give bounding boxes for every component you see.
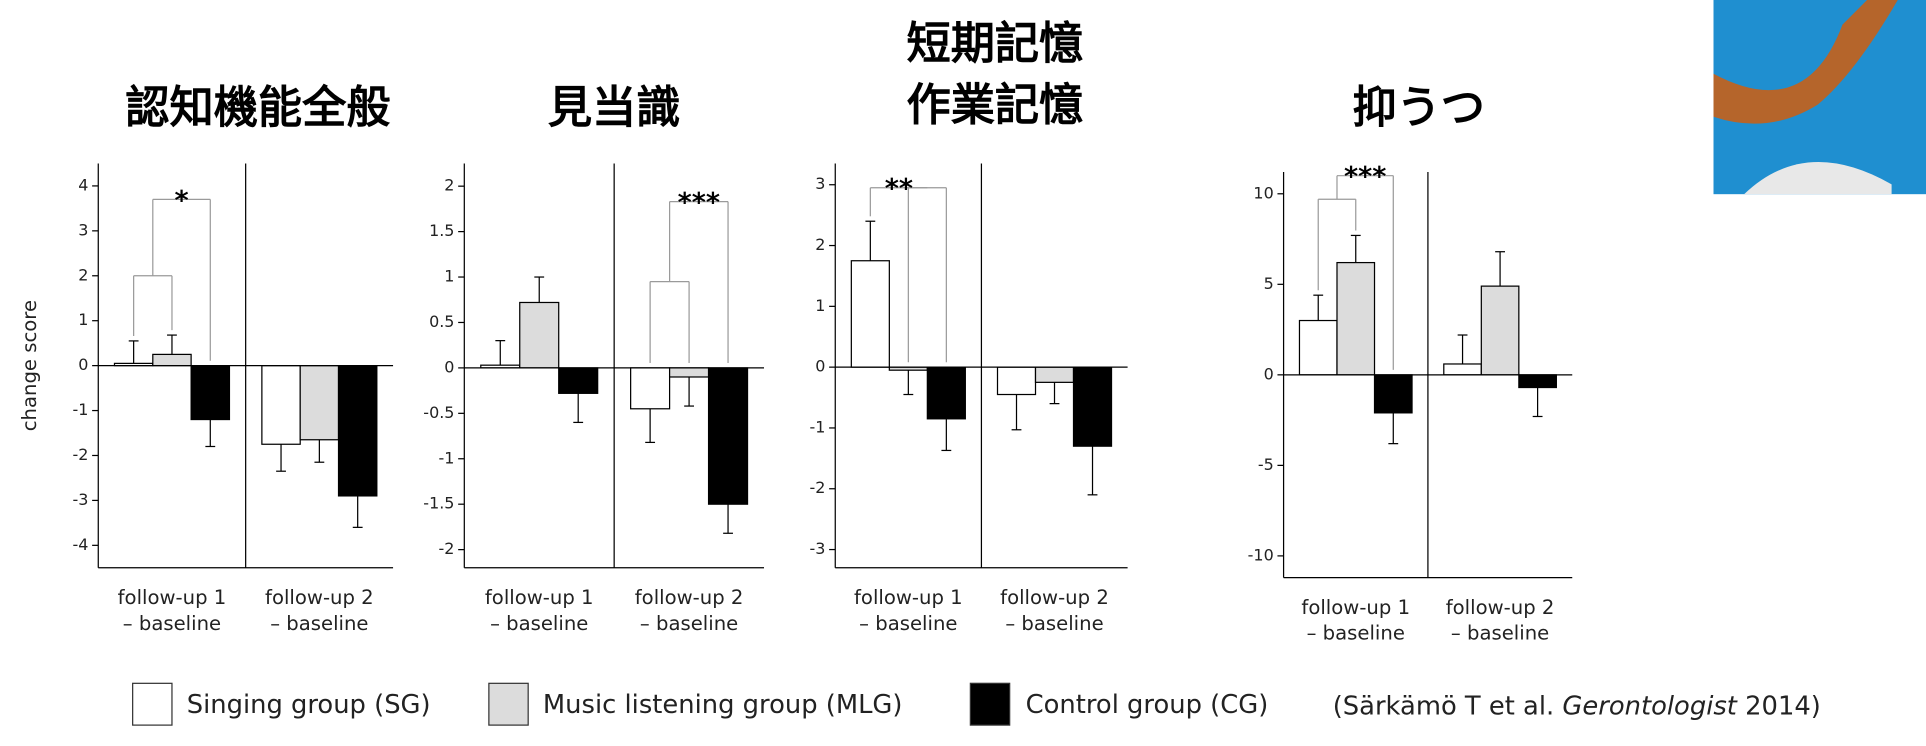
citation-part: Gerontologist	[1562, 691, 1737, 721]
chart-title: 短期記憶	[907, 19, 1084, 70]
bar	[261, 365, 301, 445]
y-tick-label: 10	[1253, 183, 1273, 202]
photo-detail	[1713, 0, 1898, 124]
x-tick-label: – baseline	[490, 612, 588, 635]
y-tick-label: 1	[444, 267, 454, 286]
x-tick-label: follow-up 2	[1000, 586, 1109, 609]
x-tick-label: follow-up 1	[118, 586, 227, 609]
y-tick-label: 0.5	[429, 312, 454, 331]
bar	[1518, 374, 1557, 389]
y-tick-label: 0	[78, 355, 88, 374]
bar	[519, 301, 560, 369]
y-tick-label: 1	[815, 296, 825, 315]
citation-part: (Särkämö T et al.	[1333, 691, 1563, 721]
bar	[1072, 366, 1113, 447]
x-tick-label: – baseline	[270, 612, 368, 635]
bar	[1443, 363, 1482, 376]
x-tick-label: follow-up 2	[265, 586, 374, 609]
y-tick-label: 5	[1264, 274, 1274, 293]
bar	[337, 365, 378, 497]
y-tick-label: 2	[444, 176, 454, 195]
y-tick-label: 3	[815, 174, 825, 193]
x-tick-label: – baseline	[1307, 622, 1405, 645]
x-tick-label: – baseline	[640, 612, 738, 635]
x-tick-label: follow-up 2	[635, 586, 744, 609]
y-tick-label: -1	[809, 417, 825, 436]
y-tick-label: -2	[73, 445, 89, 464]
photo-detail	[1744, 162, 1892, 195]
bar	[1298, 319, 1338, 376]
legend-label: Singing group (SG)	[187, 690, 431, 720]
y-tick-label: -5	[1258, 455, 1274, 474]
x-tick-label: follow-up 2	[1446, 596, 1555, 619]
chart-title: 抑うつ	[1352, 83, 1485, 134]
legend-label: Music listening group (MLG)	[543, 690, 903, 720]
significance-label: ***	[1344, 162, 1386, 193]
y-tick-label: -2	[809, 478, 825, 497]
bar	[1480, 285, 1520, 376]
y-tick-label: 2	[78, 265, 88, 284]
y-tick-label: 1	[78, 310, 88, 329]
y-tick-label: 4	[78, 175, 88, 194]
legend-swatch	[488, 682, 529, 726]
y-axis-label: change score	[18, 300, 41, 431]
y-tick-label: 3	[78, 220, 88, 239]
significance-label: ***	[678, 188, 720, 219]
y-tick-label: 0	[1264, 364, 1274, 383]
x-tick-label: follow-up 1	[485, 586, 594, 609]
y-tick-label: -3	[809, 539, 825, 558]
significance-label: *	[174, 185, 188, 216]
photo	[1713, 0, 1926, 195]
bar	[299, 365, 340, 441]
bar	[630, 367, 671, 410]
legend-swatch	[969, 682, 1011, 726]
y-tick-label: 2	[815, 235, 825, 254]
y-tick-label: -1	[439, 448, 455, 467]
bar	[668, 367, 710, 378]
significance-label: **	[885, 174, 913, 205]
x-tick-label: – baseline	[859, 612, 957, 635]
bar	[152, 353, 192, 367]
citation-part: 2014)	[1737, 691, 1821, 721]
bar	[1034, 366, 1075, 383]
legend-label: Control group (CG)	[1026, 690, 1269, 720]
y-tick-label: 1.5	[429, 221, 454, 240]
chart-title: 見当識	[548, 83, 681, 134]
bar	[558, 367, 599, 394]
x-tick-label: – baseline	[1451, 622, 1549, 645]
y-tick-label: -2	[439, 539, 455, 558]
legend-swatch	[132, 682, 173, 726]
y-tick-label: -1.5	[423, 494, 454, 513]
chart-title: 認知機能全般	[125, 83, 390, 134]
y-tick-label: -1	[73, 400, 89, 419]
x-tick-label: follow-up 1	[854, 586, 963, 609]
y-tick-label: -3	[73, 490, 89, 509]
y-tick-label: -4	[73, 535, 89, 554]
bar	[190, 365, 231, 421]
y-tick-label: -0.5	[423, 403, 454, 422]
y-tick-label: 0	[815, 357, 825, 376]
x-tick-label: follow-up 1	[1301, 596, 1410, 619]
bar	[850, 260, 890, 368]
citation: (Särkämö T et al. Gerontologist 2014)	[1333, 691, 1821, 721]
y-tick-label: 0	[444, 357, 454, 376]
bar	[1336, 261, 1376, 376]
chart-title: 作業記憶	[907, 80, 1084, 131]
bar	[996, 366, 1037, 396]
x-tick-label: – baseline	[1005, 612, 1103, 635]
x-tick-label: – baseline	[123, 612, 221, 635]
y-tick-label: -10	[1248, 545, 1274, 564]
bar	[707, 367, 749, 505]
bar	[1373, 374, 1413, 414]
bar	[926, 366, 966, 420]
